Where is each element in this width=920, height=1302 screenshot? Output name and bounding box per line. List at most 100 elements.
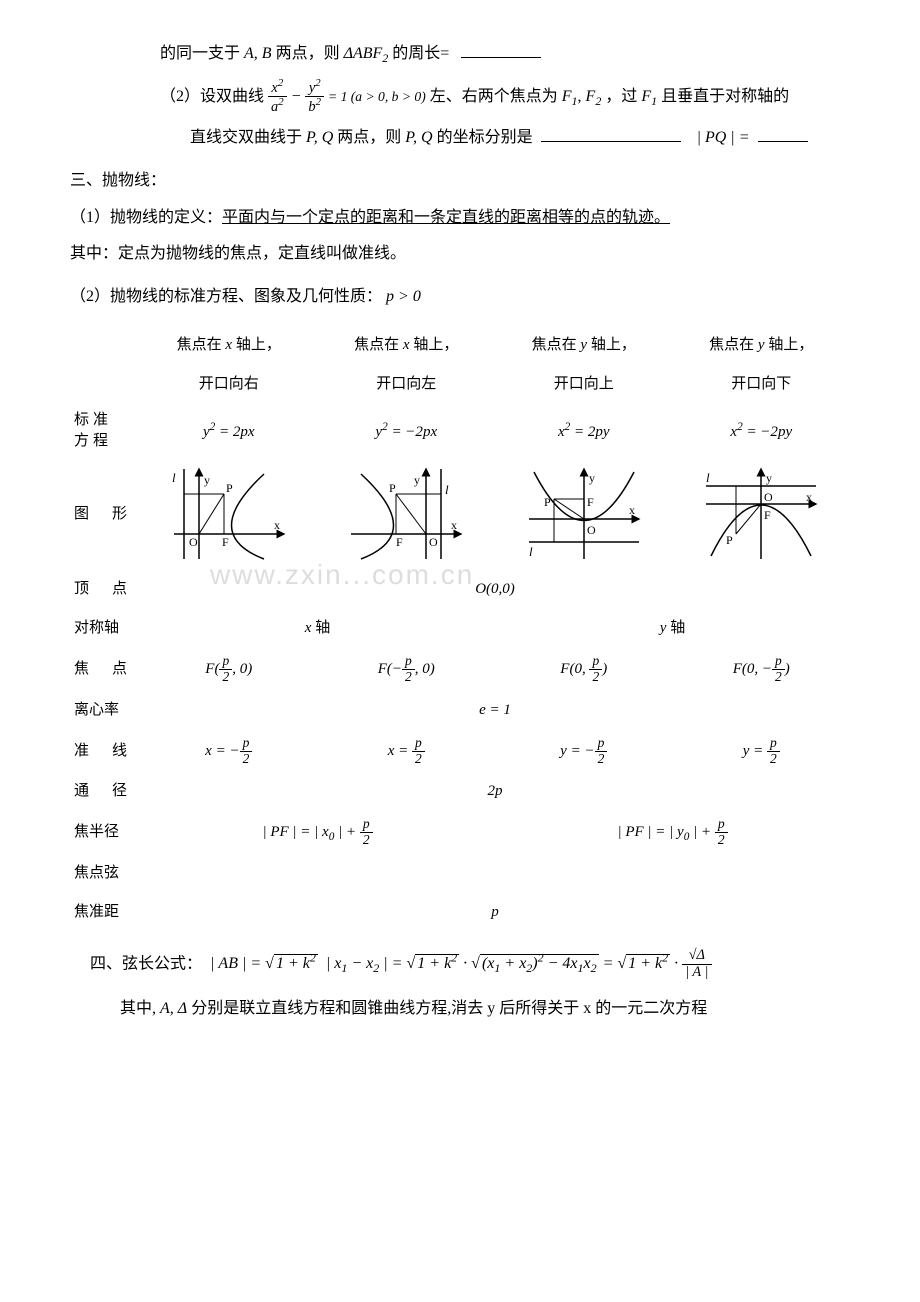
dir-right: 开口向右 xyxy=(140,365,318,404)
p-cond: p > 0 xyxy=(386,288,421,305)
axis-x: x 轴 xyxy=(140,609,495,648)
parabola-prop-label: （2）抛物线的标准方程、图象及几何性质： p > 0 xyxy=(70,283,850,312)
text: 的同一支于 xyxy=(160,45,240,62)
text: 其中, xyxy=(120,1000,156,1017)
row-latus: 通 径 2p xyxy=(70,772,850,811)
chord-label: 四、弦长公式： xyxy=(90,955,202,972)
blank-pq xyxy=(758,126,808,142)
text: 的周长= xyxy=(392,45,449,62)
eq-1: y2 = 2px xyxy=(140,404,318,458)
label-eq: 标准方程 xyxy=(70,404,140,458)
line-perimeter: 的同一支于 A, B 两点，则 ΔABF2 的周长= xyxy=(70,40,850,70)
dir-2: x = p2 xyxy=(318,730,496,773)
eq-2: y2 = −2px xyxy=(318,404,496,458)
svg-text:y: y xyxy=(766,471,772,485)
svg-text:F: F xyxy=(222,535,229,549)
parabola-left-icon: l y P x O F xyxy=(341,464,471,564)
svg-text:x: x xyxy=(806,490,812,504)
section-3-title: 三、抛物线： xyxy=(70,167,850,196)
dir-1: x = −p2 xyxy=(140,730,318,773)
svg-text:F: F xyxy=(396,535,403,549)
svg-text:l: l xyxy=(529,544,533,559)
text: 直线交双曲线于 xyxy=(190,129,302,146)
svg-text:P: P xyxy=(726,533,733,547)
svg-text:F: F xyxy=(764,508,771,522)
pq: P, Q xyxy=(306,129,333,146)
parabola-up-icon: y P x O F l xyxy=(519,464,649,564)
row-focus-directrix-dist: 焦准距 p xyxy=(70,893,850,932)
eq-3: x2 = 2py xyxy=(495,404,673,458)
blank-coords xyxy=(541,126,681,142)
table-header-1: 焦点在 x 轴上， 焦点在 x 轴上， 焦点在 y 轴上， 焦点在 y 轴上， xyxy=(70,326,850,365)
svg-text:y: y xyxy=(414,473,420,487)
hdr-1: 焦点在 x 轴上， xyxy=(140,326,318,365)
parabola-def-note: 其中：定点为抛物线的焦点，定直线叫做准线。 xyxy=(70,240,850,269)
f2: F2 xyxy=(586,88,602,105)
label-chord: 焦点弦 xyxy=(70,854,140,893)
row-vertex: 顶 点 O(0,0) xyxy=(70,570,850,609)
graph-2: l y P x O F xyxy=(318,458,496,570)
svg-text:P: P xyxy=(544,495,551,509)
frac-y2b2: y2 b2 xyxy=(305,78,324,116)
sub-2: 2 xyxy=(382,51,388,65)
row-focus: 焦 点 F(p2, 0) F(−p2, 0) F(0, p2) F(0, −p2… xyxy=(70,648,850,691)
f1: F1 xyxy=(562,88,578,105)
svg-text:l: l xyxy=(445,482,449,497)
row-graph: 图 形 l y P x O F xyxy=(70,458,850,570)
parabola-table: 焦点在 x 轴上， 焦点在 x 轴上， 焦点在 y 轴上， 焦点在 y 轴上， … xyxy=(70,326,850,932)
dir-down: 开口向下 xyxy=(673,365,851,404)
focus-2: F(−p2, 0) xyxy=(318,648,496,691)
label-directrix: 准 线 xyxy=(70,730,140,773)
dir-4: y = p2 xyxy=(673,730,851,773)
svg-text:x: x xyxy=(629,503,635,517)
text: （2）抛物线的标准方程、图象及几何性质： xyxy=(70,288,382,305)
dir-up: 开口向上 xyxy=(495,365,673,404)
text: 左、右两个焦点为 xyxy=(430,88,558,105)
row-axis: 对称轴 x 轴 y 轴 xyxy=(70,609,850,648)
svg-text:y: y xyxy=(589,471,595,485)
axis-y: y 轴 xyxy=(495,609,850,648)
hdr-2: 焦点在 x 轴上， xyxy=(318,326,496,365)
svg-text:P: P xyxy=(389,481,396,495)
row-equation: 标准方程 y2 = 2px y2 = −2px x2 = 2py x2 = −2… xyxy=(70,404,850,458)
svg-text:l: l xyxy=(172,470,176,485)
dir-left: 开口向左 xyxy=(318,365,496,404)
f1b: F1 xyxy=(641,88,657,105)
label-ecc: 离心率 xyxy=(70,691,140,730)
label-latus: 通 径 xyxy=(70,772,140,811)
chord-formula-text: | AB | = √1 + k2 | x1 − x2 | = √1 + k2 ·… xyxy=(210,955,712,972)
hdr-4: 焦点在 y 轴上， xyxy=(673,326,851,365)
label-radius: 焦半径 xyxy=(70,811,140,854)
text-ab: A, B xyxy=(244,45,272,62)
label-graph: 图 形 xyxy=(70,458,140,570)
row-directrix: 准 线 x = −p2 x = p2 y = −p2 y = p2 xyxy=(70,730,850,773)
row-focal-radius: 焦半径 | PF | = | x0 | + p2 | PF | = | y0 |… xyxy=(70,811,850,854)
text: ，过 xyxy=(605,88,637,105)
graph-3: y P x O F l xyxy=(495,458,673,570)
parabola-definition: （1）抛物线的定义：平面内与一个定点的距离和一条定直线的距离相等的点的轨迹。 xyxy=(70,204,850,233)
label-vertex: 顶 点 xyxy=(70,570,140,609)
def-label: （1）抛物线的定义： xyxy=(70,209,222,226)
graph-1: l y P x O F xyxy=(140,458,318,570)
label-focus: 焦 点 xyxy=(70,648,140,691)
radius-x: | PF | = | x0 | + p2 xyxy=(140,811,495,854)
text: 且垂直于对称轴的 xyxy=(661,88,789,105)
svg-text:P: P xyxy=(226,481,233,495)
svg-text:O: O xyxy=(764,490,773,504)
svg-text:O: O xyxy=(587,523,596,537)
text: 两点，则 xyxy=(337,129,401,146)
den: b xyxy=(308,99,315,115)
parabola-right-icon: l y P x O F xyxy=(164,464,294,564)
a-delta: A, Δ xyxy=(160,1000,187,1017)
row-eccentricity: 离心率 e = 1 xyxy=(70,691,850,730)
eq-4: x2 = −2py xyxy=(673,404,851,458)
ecc-val: e = 1 xyxy=(140,691,850,730)
svg-text:x: x xyxy=(451,518,457,532)
parabola-down-icon: y P x O F l xyxy=(696,464,826,564)
line-hyperbola-setup: （2）设双曲线 x2 a2 − y2 b2 = 1 (a > 0, b > 0)… xyxy=(70,78,850,116)
vertex-val: O(0,0) xyxy=(140,570,850,609)
text: 分别是联立直线方程和圆锥曲线方程,消去 y 后所得关于 x 的一元二次方程 xyxy=(191,1000,707,1017)
dist-val: p xyxy=(140,893,850,932)
svg-text:x: x xyxy=(274,518,280,532)
label-dist: 焦准距 xyxy=(70,893,140,932)
